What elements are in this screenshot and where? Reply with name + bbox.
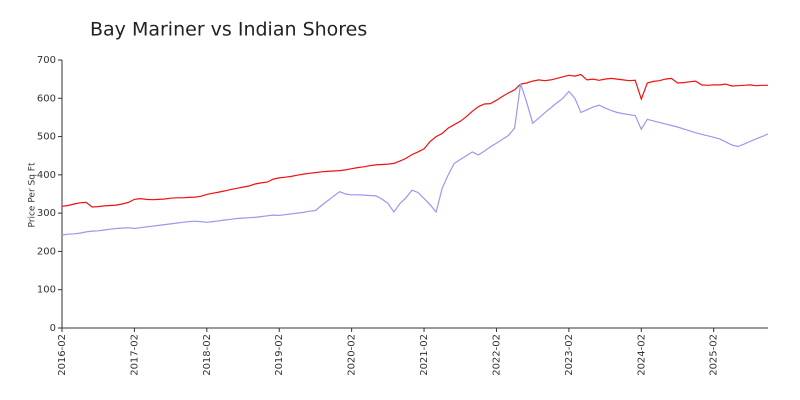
x-tick-label: 2016-02 [57,334,68,376]
x-tick-label: 2020-02 [347,334,358,376]
x-tick-label: 2025-02 [709,334,720,376]
x-tick-label: 2024-02 [636,334,647,376]
x-tick-label: 2023-02 [564,334,575,376]
y-tick-label: 300 [37,208,56,219]
x-tick-label: 2021-02 [419,334,430,376]
y-tick-label: 400 [37,170,56,181]
y-tick-label: 700 [37,55,56,66]
x-tick-label: 2019-02 [274,334,285,376]
y-tick-label: 200 [37,246,56,257]
y-tick-label: 600 [37,93,56,104]
y-tick-label: 0 [50,323,56,334]
y-tick-label: 500 [37,132,56,143]
line [61,83,769,236]
line [61,73,768,208]
y-axis-label: Price Per Sq Ft [28,162,38,227]
x-tick-label: 2018-02 [202,334,213,376]
y-tick-label: 100 [37,285,56,296]
x-tick-label: 2017-02 [129,334,140,376]
x-tick-label: 2022-02 [491,334,502,376]
chart-title: Bay Mariner vs Indian Shores [90,19,367,41]
